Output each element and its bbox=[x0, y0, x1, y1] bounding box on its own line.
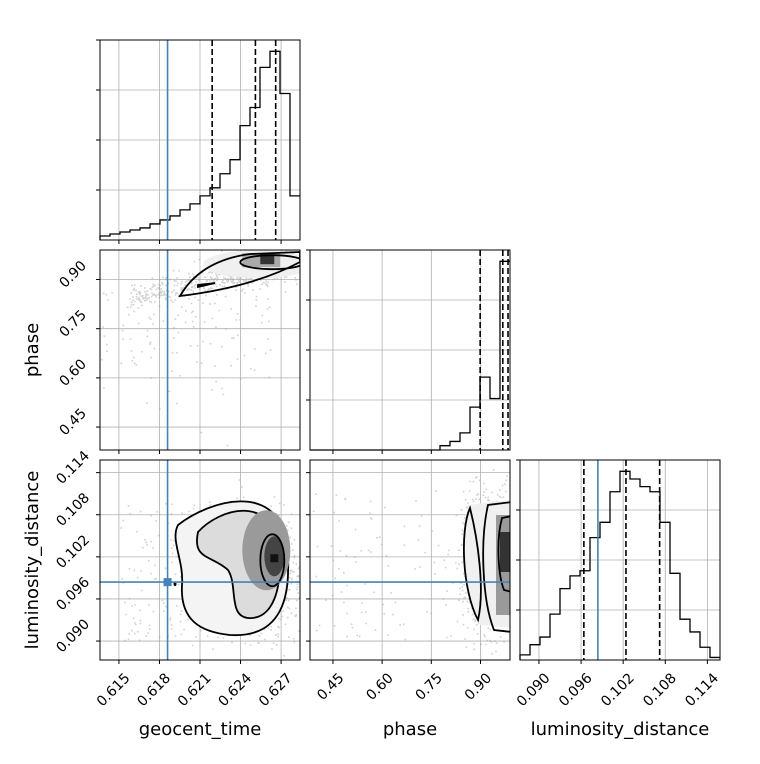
ylabel-phase: phase bbox=[22, 323, 43, 377]
xticklabel-luminosity-distance: 0.108 bbox=[640, 670, 680, 710]
xlabel-geocent-time: geocent_time bbox=[139, 719, 262, 740]
contour-outer-geocent-time-vs-phase bbox=[178, 251, 300, 298]
panel-2d-geocent-time-vs-luminosity-distance bbox=[99, 459, 301, 661]
panel-2d-content-geocent-time-vs-phase bbox=[101, 250, 300, 450]
xticklabel-geocent-time: 0.621 bbox=[175, 670, 215, 710]
xticklabel-phase: 0.75 bbox=[413, 670, 446, 703]
density-peak-geocent-time-vs-phase bbox=[260, 254, 275, 265]
density-peak-phase-vs-luminosity-distance bbox=[500, 532, 510, 572]
xlabel-luminosity-distance: luminosity_distance bbox=[531, 719, 710, 740]
histogram-geocent-time bbox=[99, 50, 300, 240]
xticklabel-phase: 0.60 bbox=[363, 670, 396, 703]
density-peak-geocent-time-vs-luminosity-distance bbox=[270, 554, 279, 563]
xticklabel-geocent-time: 0.627 bbox=[256, 670, 296, 710]
panel-2d-phase-vs-luminosity-distance bbox=[309, 459, 511, 661]
xticklabel-luminosity-distance: 0.096 bbox=[556, 670, 596, 710]
yticklabel-luminosity-distance: 0.102 bbox=[53, 532, 93, 572]
yticklabel-luminosity-distance: 0.096 bbox=[53, 574, 93, 614]
panel-hist-geocent-time bbox=[99, 39, 301, 241]
xticklabel-luminosity-distance: 0.102 bbox=[598, 670, 638, 710]
panel-2d-content-geocent-time-vs-luminosity-distance bbox=[100, 460, 300, 660]
panel-hist-luminosity-distance bbox=[519, 459, 721, 661]
xticklabel-luminosity-distance: 0.114 bbox=[682, 670, 722, 710]
xlabel-phase: phase bbox=[383, 719, 437, 740]
xticklabel-geocent-time: 0.618 bbox=[134, 670, 174, 710]
xticklabel-phase: 0.90 bbox=[462, 670, 495, 703]
yticklabel-phase: 0.90 bbox=[56, 258, 89, 291]
yticklabel-phase: 0.45 bbox=[56, 406, 89, 439]
truth-marker-geocent-time-vs-luminosity-distance bbox=[163, 578, 172, 587]
histogram-luminosity-distance bbox=[519, 470, 720, 660]
panel-hist-phase bbox=[309, 249, 511, 451]
contour-island-geocent-time-vs-phase bbox=[197, 282, 216, 289]
contour-inner-phase-vs-luminosity-distance bbox=[497, 515, 510, 593]
xticklabel-geocent-time: 0.624 bbox=[215, 670, 255, 710]
panel-2d-content-phase-vs-luminosity-distance bbox=[310, 469, 510, 660]
contour-island-geocent-time-vs-luminosity-distance bbox=[173, 582, 177, 586]
contour-outer-phase-vs-luminosity-distance bbox=[463, 505, 482, 623]
yticklabel-luminosity-distance: 0.090 bbox=[53, 616, 93, 656]
panel-2d-geocent-time-vs-phase bbox=[99, 249, 301, 451]
ylabel-luminosity-distance: luminosity_distance bbox=[22, 471, 43, 650]
yticklabel-luminosity-distance: 0.114 bbox=[53, 448, 93, 488]
contour-middle-phase-vs-luminosity-distance bbox=[482, 501, 510, 633]
yticklabel-phase: 0.60 bbox=[56, 356, 89, 389]
xticklabel-geocent-time: 0.615 bbox=[94, 670, 134, 710]
xticklabel-phase: 0.45 bbox=[314, 670, 347, 703]
yticklabel-phase: 0.75 bbox=[56, 307, 89, 340]
scatter-samples-phase-vs-luminosity-distance bbox=[312, 469, 510, 660]
contour-inner-geocent-time-vs-luminosity-distance bbox=[259, 533, 286, 588]
contour-inner-geocent-time-vs-phase bbox=[239, 254, 300, 271]
xticklabel-luminosity-distance: 0.090 bbox=[514, 670, 554, 710]
yticklabel-luminosity-distance: 0.108 bbox=[53, 490, 93, 530]
